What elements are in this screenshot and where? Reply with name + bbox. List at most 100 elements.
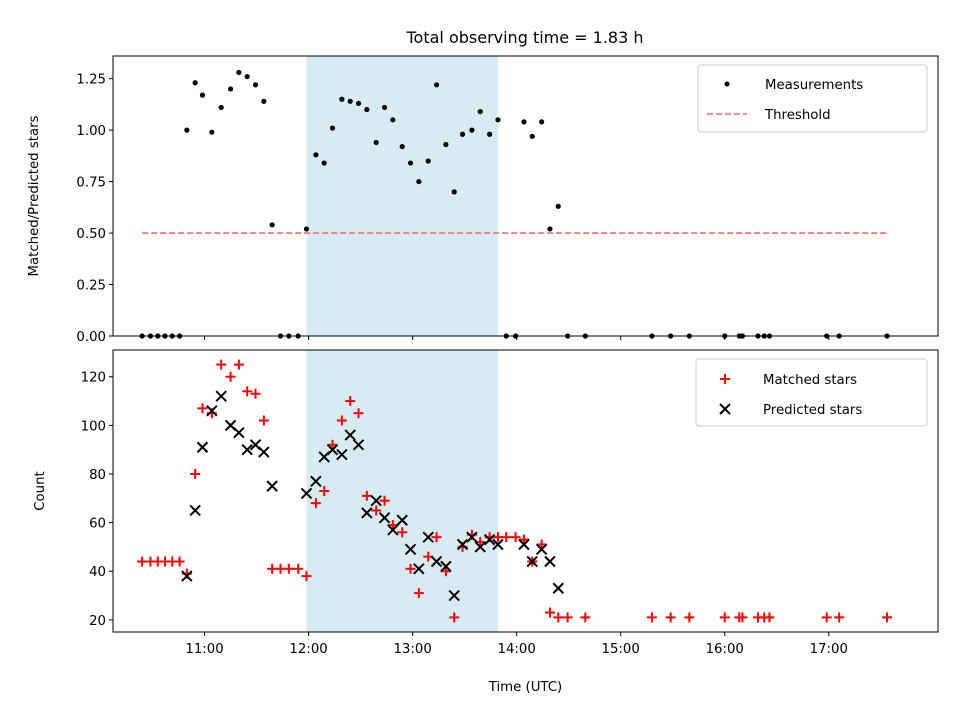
bottom-y-axis-label: Count	[33, 471, 48, 511]
matched-star-point	[449, 612, 460, 623]
matched-star-point	[233, 359, 244, 370]
bottom-axes-frame	[112, 349, 939, 633]
bottom-y-ticks: 20 40 60 80 100 120	[81, 371, 113, 629]
measurement-point	[313, 152, 319, 158]
predicted-star-point	[258, 446, 270, 458]
measurement-point	[495, 117, 501, 123]
matched-star-point	[553, 612, 564, 623]
x-tick-label: 11:00	[185, 642, 223, 657]
measurement-point	[199, 92, 206, 98]
x-tick-label: 12:00	[289, 642, 327, 657]
y-tick-label: 40	[89, 565, 106, 580]
predicted-star-point	[448, 589, 460, 602]
measurement-point	[364, 106, 370, 113]
measurement-points	[139, 69, 890, 339]
measurement-point	[303, 226, 310, 232]
measurement-point	[209, 129, 215, 135]
matched-star-point	[544, 607, 555, 618]
measurement-point	[218, 104, 224, 111]
matched-star-point	[431, 532, 442, 543]
matched-star-point	[737, 612, 748, 623]
matched-star-point	[250, 388, 261, 399]
measurement-point	[487, 131, 493, 137]
predicted-star-point	[196, 441, 209, 453]
measurement-point	[227, 86, 234, 92]
y-tick-label: 0.75	[76, 176, 106, 191]
y-tick-label: 1.25	[76, 73, 106, 88]
predicted-star-point	[215, 390, 227, 402]
measurement-point	[381, 104, 388, 111]
measurement-point	[459, 131, 466, 137]
predicted-star-point	[413, 563, 425, 575]
legend-threshold-label: Threshold	[764, 108, 831, 123]
predicted-star-point	[310, 475, 322, 487]
measurement-point	[539, 119, 545, 125]
predicted-star-point	[361, 507, 373, 519]
measurement-point	[451, 189, 457, 195]
predicted-star-point	[526, 555, 538, 568]
matched-star-point	[882, 612, 893, 623]
matched-star-point	[225, 371, 236, 382]
bottom-shaded-region	[306, 350, 498, 632]
y-tick-label: 120	[81, 371, 106, 386]
x-axis-label: Time (UTC)	[488, 680, 563, 695]
y-tick-label: 80	[89, 468, 106, 483]
measurement-point	[416, 178, 422, 185]
matched-star-point	[371, 505, 382, 516]
matched-star-point	[821, 612, 832, 623]
legend-predicted-marker	[719, 403, 731, 415]
measurement-point	[339, 96, 345, 102]
predicted-star-point	[233, 426, 245, 439]
measurement-point	[425, 158, 431, 164]
measurement-point	[321, 160, 327, 166]
predicted-star-point	[344, 429, 356, 441]
measurement-point	[529, 133, 535, 139]
matched-star-point	[518, 534, 529, 545]
legend-predicted-label: Predicted stars	[763, 403, 862, 418]
predicted-star-point	[206, 405, 218, 417]
x-tick-label: 16:00	[706, 642, 744, 657]
matched-star-point	[293, 563, 304, 574]
predicted-star-point	[189, 504, 201, 517]
matched-star-point	[646, 612, 657, 623]
measurement-point	[329, 125, 336, 131]
matched-star-point	[440, 566, 451, 577]
measurement-point	[261, 98, 267, 104]
matched-star-point	[562, 612, 573, 623]
measurement-point	[347, 98, 353, 104]
top-y-axis-label: Matched/Predicted stars	[27, 115, 42, 276]
bottom-legend: Matched stars Predicted stars	[695, 358, 928, 427]
matched-star-point	[327, 439, 338, 450]
predicted-star-point	[300, 487, 313, 500]
matched-star-point	[665, 612, 676, 623]
predicted-star-point	[544, 555, 556, 568]
matched-star-point	[536, 539, 547, 550]
predicted-star-point	[266, 480, 278, 492]
legend-matched-label: Matched stars	[763, 373, 857, 388]
measurement-point	[521, 119, 527, 125]
measurement-point	[192, 80, 198, 86]
bottom-legend-box	[695, 358, 928, 427]
predicted-star-point	[387, 524, 399, 536]
legend-matched-marker	[720, 374, 730, 384]
measurement-point	[477, 108, 483, 115]
top-shaded-region	[306, 56, 498, 336]
measurement-point	[433, 82, 440, 88]
predicted-star-point	[181, 570, 193, 582]
y-tick-label: 0.50	[76, 227, 106, 242]
matched-star-point	[510, 532, 521, 543]
predicted-star-point	[352, 439, 365, 451]
measurement-point	[469, 127, 475, 133]
matched-star-point	[310, 498, 321, 509]
matched-star-point	[197, 403, 208, 414]
predicted-star-point	[326, 443, 339, 456]
top-y-ticks: 0.00 0.25 0.50 0.75 1.00 1.25	[76, 73, 113, 345]
measurement-point	[236, 69, 242, 76]
x-tick-label: 17:00	[810, 642, 848, 657]
matched-star-point	[353, 408, 364, 419]
measurement-point	[443, 141, 449, 148]
matched-stars-points	[137, 359, 893, 623]
predicted-star-point	[241, 443, 253, 456]
matched-star-point	[684, 612, 695, 623]
matched-star-point	[413, 588, 424, 599]
